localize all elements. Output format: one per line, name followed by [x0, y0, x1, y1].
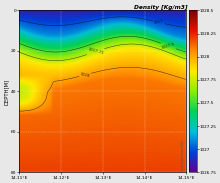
Text: Ocean Data Viewer 2024: Ocean Data Viewer 2024	[182, 140, 185, 171]
Text: 1028: 1028	[80, 72, 91, 78]
Y-axis label: DEPTH[M]: DEPTH[M]	[4, 78, 9, 104]
Text: 1027: 1027	[153, 19, 164, 25]
Text: 1027.5: 1027.5	[161, 42, 176, 50]
Text: Density [Kg/m3]: Density [Kg/m3]	[134, 5, 187, 10]
Text: 1027.71: 1027.71	[87, 47, 104, 56]
